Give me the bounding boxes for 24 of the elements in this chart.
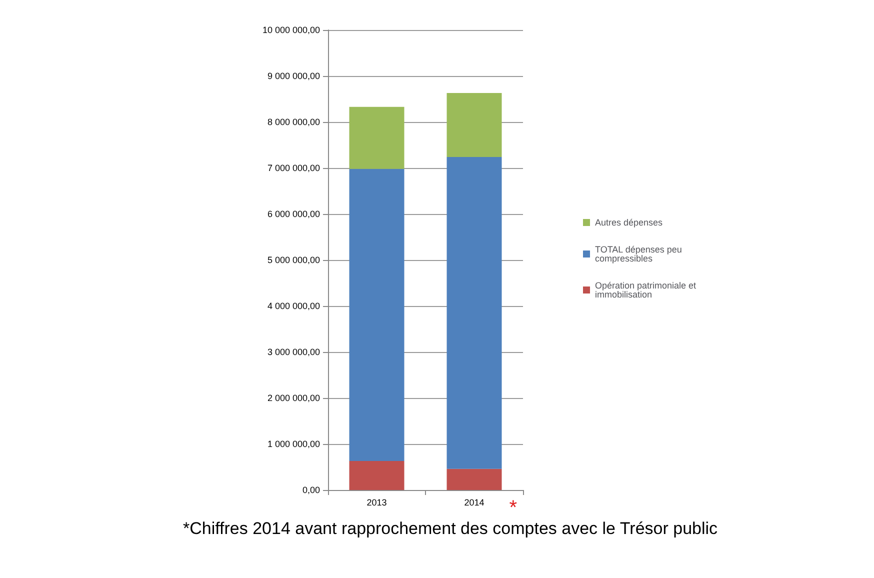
- x-tick-label: 2013: [366, 498, 387, 508]
- y-tick-label: 3 000 000,00: [267, 347, 320, 357]
- y-tick-label: 0,00: [302, 485, 320, 495]
- y-tick-label: 7 000 000,00: [267, 163, 320, 173]
- annotation: *: [509, 497, 518, 519]
- y-tick-label: 4 000 000,00: [267, 301, 320, 311]
- legend-label: Autres dépenses: [595, 218, 664, 228]
- y-tick-label: 2 000 000,00: [267, 393, 320, 403]
- bar: [446, 93, 502, 157]
- bar: [349, 106, 404, 169]
- legend-label: Opération patrimoniale et immobilisation: [595, 280, 699, 300]
- bar: [446, 156, 502, 469]
- bar: [349, 461, 404, 490]
- y-tick-label: 1 000 000,00: [267, 439, 320, 449]
- bar: [349, 168, 404, 462]
- y-tick-label: 8 000 000,00: [267, 117, 320, 127]
- bar: [446, 468, 502, 490]
- x-tick-label: 2014: [464, 498, 484, 508]
- text: *Chiffres 2014 avant rapprochement des comptes avec le Trésor public: [183, 519, 718, 538]
- y-tick-label: 5 000 000,00: [267, 255, 320, 265]
- legend-label: TOTAL dépenses peu compressibles: [595, 244, 684, 264]
- y-tick-label: 6 000 000,00: [267, 209, 320, 219]
- y-tick-label: 9 000 000,00: [267, 71, 320, 81]
- y-tick-label: 10 000 000,00: [262, 25, 320, 35]
